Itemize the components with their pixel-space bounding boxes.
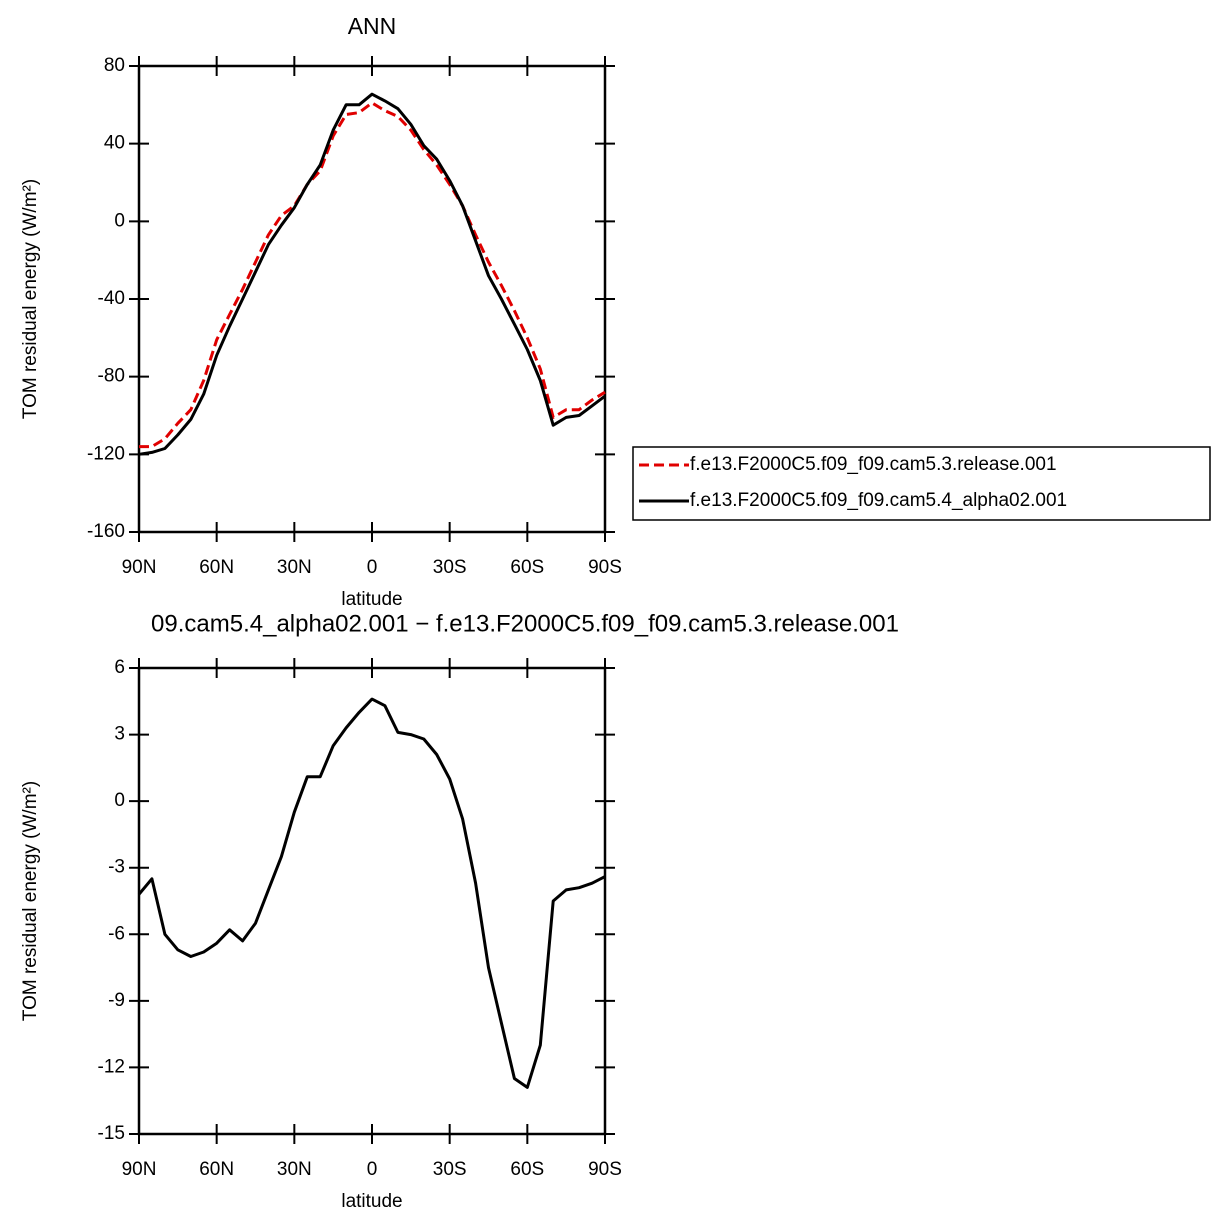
y-tick-label: 80 — [104, 55, 125, 76]
y-tick-label: 3 — [114, 724, 125, 745]
y-tick-label: -15 — [98, 1123, 125, 1144]
plot-frame — [137, 666, 607, 1136]
y-tick-label: -160 — [87, 521, 125, 542]
legend-label: f.e13.F2000C5.f09_f09.cam5.3.release.001 — [690, 454, 1057, 475]
x-tick-label: 60S — [510, 557, 544, 578]
y-tick-label: 0 — [114, 790, 125, 811]
y-tick-label: 6 — [114, 657, 125, 678]
x-tick-label: 90N — [122, 1159, 157, 1180]
x-tick-label: 30N — [277, 557, 312, 578]
y-tick-label: -9 — [108, 990, 125, 1011]
x-tick-label: 60N — [199, 557, 234, 578]
x-tick-label: 0 — [367, 1159, 378, 1180]
legend-label: f.e13.F2000C5.f09_f09.cam5.4_alpha02.001 — [690, 490, 1067, 511]
x-tick-label: 90N — [122, 557, 157, 578]
x-tick-label: 30S — [433, 557, 467, 578]
x-tick-label: 0 — [367, 557, 378, 578]
x-tick-label: 90S — [588, 1159, 622, 1180]
y-tick-label: -6 — [108, 923, 125, 944]
plot-frame — [137, 64, 607, 534]
chart-title: 09.cam5.4_alpha02.001 − f.e13.F2000C5.f0… — [151, 610, 899, 637]
y-tick-label: -80 — [98, 366, 125, 387]
legend-box — [632, 446, 1211, 521]
series-line — [139, 101, 606, 449]
y-tick-label: -12 — [98, 1056, 125, 1077]
series-line — [137, 697, 606, 1089]
x-tick-label: 30N — [277, 1159, 312, 1180]
y-axis-label: TOM residual energy (W/m²) — [20, 781, 41, 1021]
y-tick-label: 40 — [104, 133, 125, 154]
y-axis-label: TOM residual energy (W/m²) — [20, 179, 41, 419]
x-tick-label: 90S — [588, 557, 622, 578]
x-tick-label: 30S — [433, 1159, 467, 1180]
x-tick-label: 60N — [199, 1159, 234, 1180]
y-tick-label: -3 — [108, 857, 125, 878]
chart-title: ANN — [348, 13, 397, 39]
y-tick-label: -40 — [98, 288, 125, 309]
y-tick-label: 0 — [114, 210, 125, 231]
x-axis-label: latitude — [341, 589, 402, 610]
x-axis-label: latitude — [341, 1191, 402, 1212]
x-tick-label: 60S — [510, 1159, 544, 1180]
y-tick-label: -120 — [87, 443, 125, 464]
series-line — [138, 92, 606, 456]
